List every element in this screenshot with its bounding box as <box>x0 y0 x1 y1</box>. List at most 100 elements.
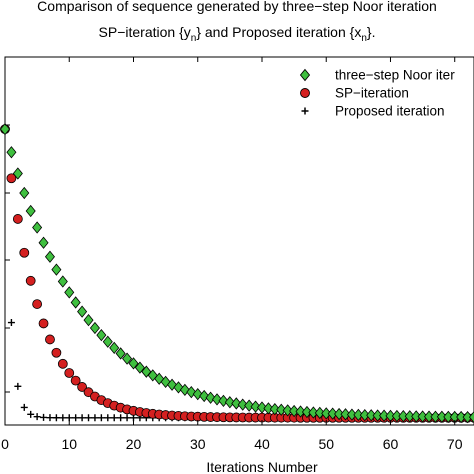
noor-point <box>102 335 113 348</box>
proposed-point <box>85 414 93 422</box>
noor-point <box>295 405 306 418</box>
noor-point <box>64 286 75 299</box>
noor-point <box>38 236 49 249</box>
legend-entry-sp: SP−iteration <box>300 86 409 101</box>
proposed-point <box>78 414 86 422</box>
sp-point <box>6 173 17 184</box>
noor-point <box>244 399 255 412</box>
sp-point <box>32 299 43 309</box>
x-tick-label: 60 <box>383 436 399 452</box>
noor-point <box>359 408 370 422</box>
proposed-point <box>33 413 41 421</box>
noor-point <box>237 398 248 411</box>
noor-point <box>122 352 133 365</box>
noor-point <box>224 396 235 409</box>
noor-point <box>19 186 30 200</box>
legend-marker-plus <box>301 107 309 115</box>
noor-point <box>398 410 409 423</box>
x-tick-label: 40 <box>254 436 270 452</box>
proposed-point <box>27 410 35 418</box>
sp-point <box>70 375 81 386</box>
sp-point <box>45 334 55 345</box>
legend-label-sp: SP−iteration <box>335 86 409 101</box>
proposed-point <box>59 414 67 422</box>
noor-point <box>256 401 268 414</box>
sp-point <box>25 275 36 286</box>
legend-label-proposed: Proposed iteration <box>335 104 445 119</box>
noor-point <box>231 397 242 410</box>
noor-point <box>109 341 120 354</box>
noor-point <box>366 409 377 422</box>
noor-point <box>301 405 312 419</box>
legend-label-noor: three−step Noor iter <box>335 68 455 83</box>
noor-point <box>282 404 293 417</box>
x-tick-label: 50 <box>318 436 334 452</box>
sp-point <box>64 368 75 378</box>
sp-point <box>57 358 68 369</box>
legend: three−step Noor iter SP−iteration Propos… <box>299 68 455 119</box>
noor-point <box>334 407 345 421</box>
title-part-3: }. <box>367 24 376 40</box>
noor-point <box>25 204 36 218</box>
noor-point <box>404 410 415 423</box>
noor-point <box>89 321 100 335</box>
title-part-1: SP−iteration {y <box>99 24 191 40</box>
noor-point <box>250 400 261 413</box>
x-axis-label: Iterations Number <box>206 459 318 474</box>
noor-point <box>468 410 474 424</box>
x-tick-label: 0 <box>1 436 9 452</box>
noor-point <box>12 167 23 180</box>
y-axis-ticks <box>5 56 10 393</box>
noor-point <box>0 123 11 136</box>
proposed-point <box>91 414 99 422</box>
proposed-point <box>52 414 60 422</box>
noor-point <box>77 305 88 318</box>
proposed-point <box>14 382 22 390</box>
noor-point <box>308 406 319 419</box>
proposed-point <box>97 414 105 422</box>
x-tick-label: 70 <box>447 436 463 452</box>
noor-point <box>289 404 300 418</box>
title-part-2: } and Proposed iteration {x <box>196 24 361 40</box>
noor-point <box>321 407 332 420</box>
x-axis-ticks: 0 10 20 30 40 50 60 70 <box>1 57 463 452</box>
noor-point <box>211 393 223 406</box>
noor-point <box>128 357 139 370</box>
noor-point <box>32 221 43 234</box>
noor-point <box>218 394 229 407</box>
noor-point <box>51 263 62 276</box>
noor-point <box>57 275 68 288</box>
noor-point <box>205 391 216 404</box>
noor-point <box>379 409 390 422</box>
legend-entry-proposed: Proposed iteration <box>301 104 445 119</box>
sp-point <box>38 318 49 329</box>
legend-marker-diamond <box>299 68 311 82</box>
noor-point <box>70 296 81 309</box>
proposed-point <box>7 319 15 327</box>
noor-point <box>6 146 17 159</box>
noor-point <box>353 408 364 421</box>
noor-point <box>96 329 107 342</box>
noor-point <box>276 403 287 416</box>
noor-point <box>327 407 338 420</box>
noor-point <box>346 408 357 421</box>
proposed-point <box>110 414 118 422</box>
noor-point <box>391 409 402 423</box>
x-tick-label: 20 <box>126 436 142 452</box>
noor-point <box>372 409 383 422</box>
proposed-point <box>123 414 131 422</box>
proposed-point <box>104 414 112 422</box>
proposed-point <box>40 413 48 421</box>
sp-point <box>77 382 87 392</box>
proposed-point <box>117 414 125 422</box>
chart-title-line1: Comparison of sequence generated by thre… <box>37 0 437 14</box>
proposed-point <box>46 414 54 422</box>
sp-point <box>12 214 23 224</box>
noor-point <box>314 406 325 420</box>
sp-point <box>51 347 62 358</box>
noor-point <box>134 361 145 374</box>
proposed-point <box>20 403 28 411</box>
noor-point <box>269 402 280 416</box>
noor-point <box>83 314 94 327</box>
